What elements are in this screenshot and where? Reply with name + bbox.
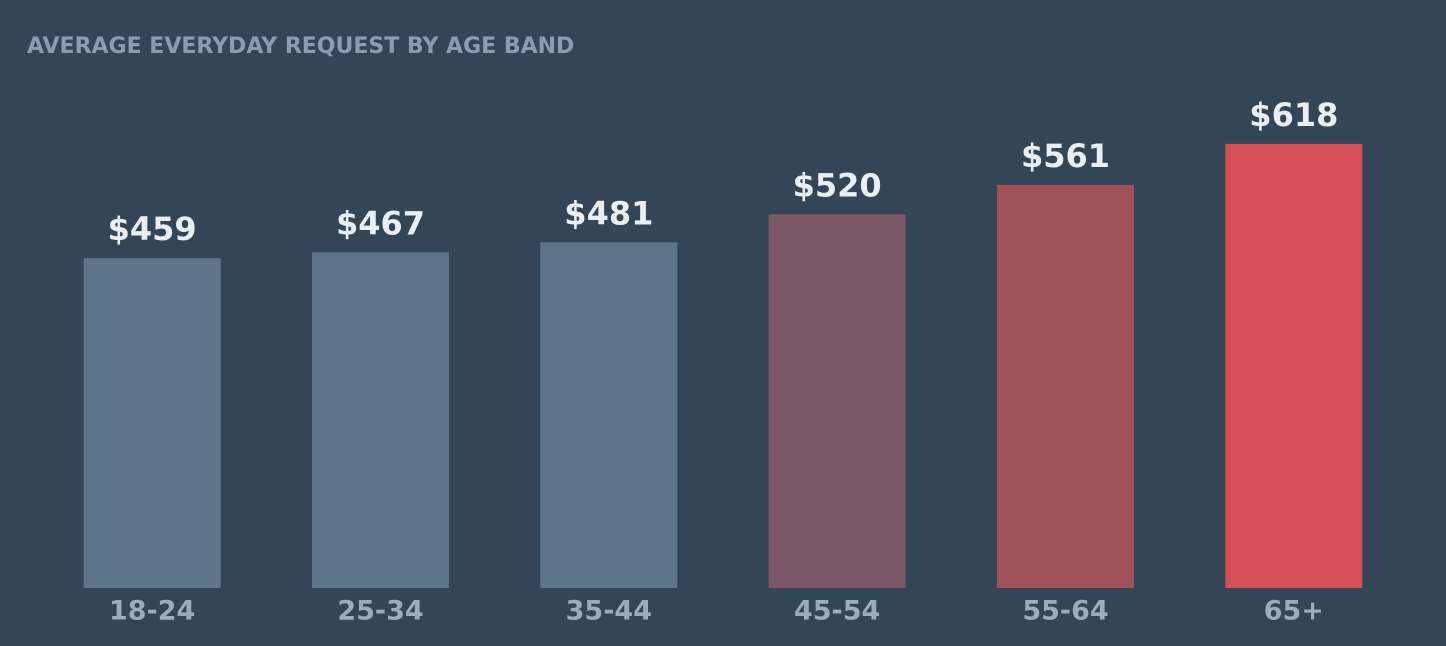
x-tick-label: 18-24 — [109, 596, 195, 627]
value-label: $467 — [336, 204, 425, 242]
x-tick-label: 35-44 — [566, 596, 652, 627]
chart-title: AVERAGE EVERYDAY REQUEST BY AGE BAND — [27, 34, 574, 59]
value-label: $481 — [564, 194, 653, 232]
x-tick-label: 55-64 — [1022, 596, 1108, 627]
x-tick-label: 45-54 — [794, 596, 880, 627]
value-label: $459 — [108, 210, 197, 248]
x-tick-label: 65+ — [1264, 596, 1324, 627]
bar — [997, 184, 1134, 589]
value-label: $618 — [1249, 96, 1338, 134]
bar — [83, 258, 221, 588]
bar — [540, 242, 678, 589]
x-tick-label: 25-34 — [337, 596, 423, 627]
value-label: $520 — [793, 166, 882, 204]
bar — [1225, 143, 1363, 588]
value-label: $561 — [1021, 137, 1110, 175]
bar — [312, 252, 449, 589]
bar — [768, 214, 906, 589]
